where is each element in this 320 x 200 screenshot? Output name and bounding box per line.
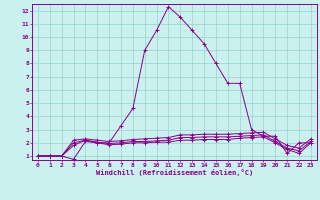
X-axis label: Windchill (Refroidissement éolien,°C): Windchill (Refroidissement éolien,°C) — [96, 169, 253, 176]
